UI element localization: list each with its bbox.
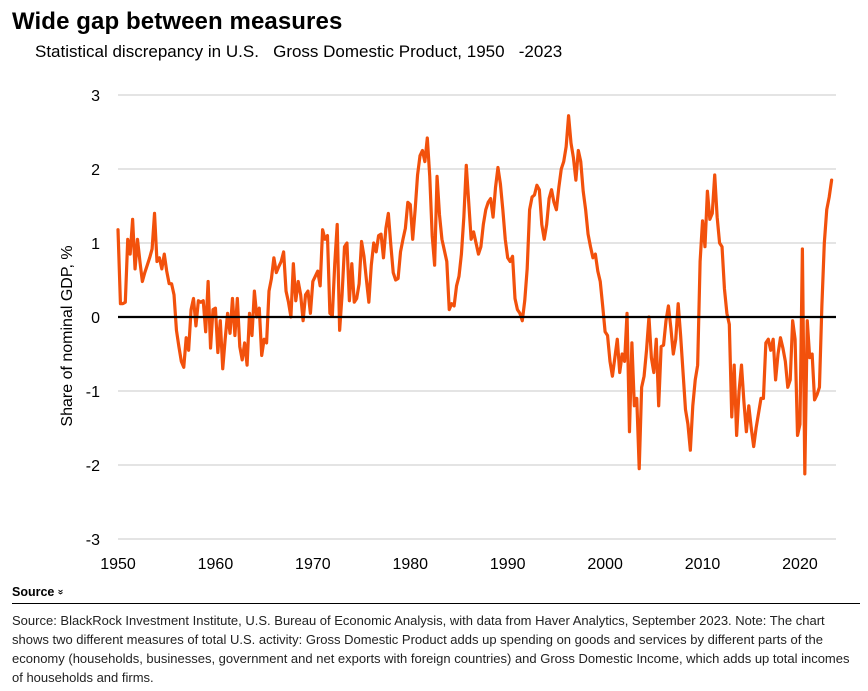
x-tick-label: 2010 xyxy=(685,556,721,573)
x-tick-label: 1980 xyxy=(392,556,428,573)
series-line xyxy=(116,114,834,476)
source-note: Source: BlackRock Investment Institute, … xyxy=(12,613,850,685)
y-tick-label: -2 xyxy=(86,458,100,475)
x-tick-label: 1970 xyxy=(295,556,331,573)
source-toggle-button[interactable]: Source » xyxy=(12,585,67,599)
x-tick-label: 1990 xyxy=(490,556,526,573)
line-chart: 3 2 1 0 -1 -2 -3 1950 1960 1970 1980 1990 2000 2010 2… xyxy=(59,88,836,573)
y-tick-label: 0 xyxy=(91,310,100,327)
y-axis-label: Share of nominal GDP, % xyxy=(59,245,76,426)
x-tick-label: 2020 xyxy=(782,556,818,573)
y-tick-label: 3 xyxy=(91,88,100,105)
chart-subtitle: Statistical discrepancy in U.S. Gross Do… xyxy=(35,42,563,61)
y-tick-label: 2 xyxy=(91,162,100,179)
y-tick-labels: 3 2 1 0 -1 -2 -3 xyxy=(86,88,100,549)
divider xyxy=(12,603,860,604)
x-tick-label: 1950 xyxy=(100,556,136,573)
y-tick-label: 1 xyxy=(91,236,100,253)
x-tick-labels: 1950 1960 1970 1980 1990 2000 2010 2020 xyxy=(100,556,818,573)
series-layer xyxy=(116,114,836,476)
x-tick-label: 2000 xyxy=(587,556,623,573)
y-tick-label: -3 xyxy=(86,532,100,549)
chart-title: Wide gap between measures xyxy=(12,8,343,35)
y-tick-label: -1 xyxy=(86,384,100,401)
x-tick-label: 1960 xyxy=(198,556,234,573)
chevron-double-down-icon: » xyxy=(55,589,67,595)
source-toggle-label: Source xyxy=(12,585,55,599)
